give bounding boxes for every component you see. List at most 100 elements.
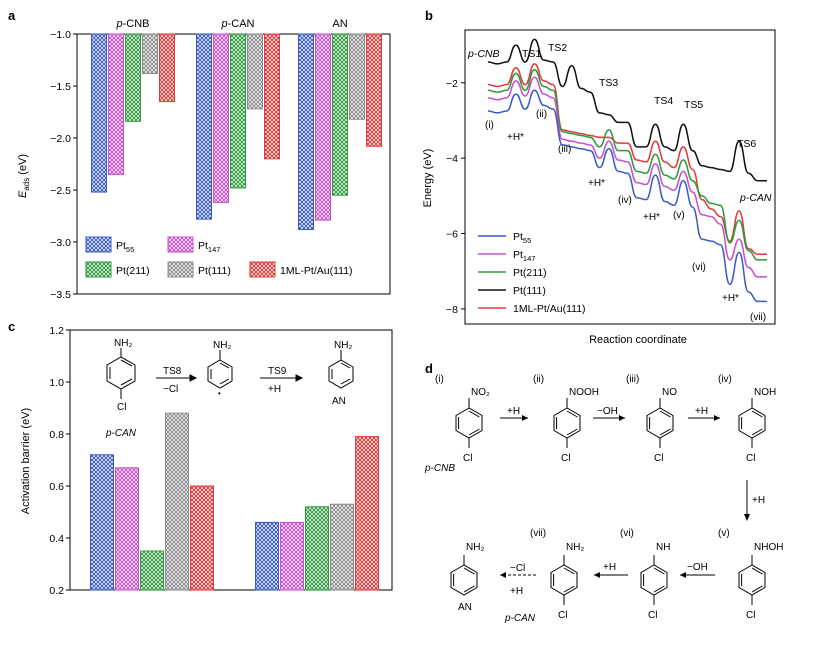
label-ts1: TS1	[522, 48, 541, 60]
functional-group-label: NH₂	[466, 542, 484, 553]
molecule-4	[738, 398, 766, 439]
legend-label: Pt147	[198, 240, 220, 254]
functional-group-label: NH	[656, 542, 670, 553]
y-tick-label: −2	[446, 78, 458, 90]
molecule-2	[553, 398, 581, 439]
arrow-label: +H	[752, 495, 765, 506]
label-h3: +H*	[643, 212, 660, 223]
y-tick-label: 0.8	[49, 429, 64, 441]
label-ts3: TS3	[599, 77, 618, 89]
bar-a-Pt211-0	[125, 33, 141, 122]
bar-c-Pt147-0	[115, 467, 139, 591]
c-p-can: p-CAN	[105, 428, 137, 439]
panel-b-xlabel: Reaction coordinate	[589, 334, 687, 346]
y-tick-label: −2.5	[50, 185, 71, 197]
category-label: AN	[332, 18, 347, 30]
molecule-6	[640, 555, 668, 596]
functional-group-label: NO	[662, 387, 677, 398]
panel-b-annotations: p-CNB TS1 TS2 TS3 TS4 TS5 TS6 p-CAN (i) …	[467, 42, 772, 323]
c-nh2-2: NH₂	[213, 340, 231, 351]
molecule-7	[550, 555, 578, 596]
y-tick-label: −3.0	[50, 237, 71, 249]
functional-group-label: NH₂	[566, 542, 584, 553]
label-ts4: TS4	[654, 95, 673, 107]
c-radical-dot: •	[218, 389, 221, 398]
c-minus-cl: −Cl	[163, 384, 178, 395]
panel-c-scheme-text: NH₂ Cl p-CAN TS8 −Cl NH₂ TS9 +H NH₂ AN •	[105, 338, 352, 439]
functional-group-label: NOH	[754, 387, 776, 398]
panel-c-scheme	[106, 348, 354, 399]
an-molecule	[328, 350, 354, 389]
c-plus-h: +H	[268, 384, 281, 395]
bar-a-Pt55-1	[196, 33, 212, 220]
phenyl-radical-molecule	[207, 350, 233, 389]
chloro-label: Cl	[746, 610, 755, 621]
bar-c-Pt111-0	[165, 412, 189, 591]
y-tick-label: 1.0	[49, 377, 64, 389]
bar-a-Pt147-2	[315, 33, 331, 221]
y-tick-label: 1.2	[49, 325, 64, 337]
c-an: AN	[332, 396, 346, 407]
plot-frame	[464, 29, 776, 325]
bar-c-Pt111-1	[330, 503, 354, 591]
arrow-1	[500, 415, 528, 421]
bar-a-PtAu-1	[264, 33, 280, 160]
label-p-cnb: p-CNB	[467, 48, 500, 60]
label-ts5: TS5	[684, 99, 703, 111]
panel-c-ylabel: Activation barrier (eV)	[20, 408, 32, 514]
energy-line-pt211	[487, 68, 767, 261]
legend-swatch	[85, 261, 112, 278]
y-tick-label: −3.5	[50, 289, 71, 301]
label-h2: +H*	[588, 178, 605, 189]
panel-a-letter: a	[8, 8, 16, 23]
c-ts8: TS8	[163, 366, 182, 377]
c-nh2-1: NH₂	[114, 338, 132, 349]
bar-a-Pt111-1	[247, 33, 263, 110]
bar-a-Pt211-2	[332, 33, 348, 196]
label-vi: (vi)	[692, 262, 706, 273]
molecule-5	[738, 555, 766, 596]
legend-label: 1ML-Pt/Au(111)	[280, 265, 353, 277]
y-tick-label: 0.2	[49, 585, 64, 597]
intermediate-label: (vi)	[620, 528, 634, 539]
arrow-label: −OH	[687, 562, 708, 573]
bar-c-Pt147-1	[280, 521, 304, 591]
panel-a: a −1.0 −1.5 −2.0 −2.5 −3.0 −3.5 p-CNB p-CAN AN E…	[8, 8, 391, 301]
bar-a-Pt211-1	[230, 33, 246, 189]
legend-label: Pt55	[116, 240, 134, 254]
bar-a-Pt55-2	[298, 33, 314, 231]
functional-group-label: NO₂	[471, 387, 490, 398]
chloro-label: Cl	[463, 453, 472, 464]
y-tick-label: −6	[446, 229, 458, 241]
ts8-arrow-head	[189, 374, 198, 382]
bar-c-Pt55-1	[255, 521, 279, 591]
bar-c-Pt55-0	[90, 454, 114, 591]
legend-swatch	[249, 261, 276, 278]
label-h4: +H*	[722, 293, 739, 304]
bar-a-Pt111-2	[349, 33, 365, 120]
intermediate-label: (vii)	[530, 528, 546, 539]
legend-label: Pt(111)	[198, 265, 231, 277]
label-ii: (ii)	[536, 109, 547, 120]
legend-swatch	[85, 236, 112, 253]
label-h1: +H*	[507, 132, 524, 143]
arrow-2	[593, 415, 625, 421]
arrow-4	[744, 480, 750, 521]
legend-label: 1ML-Pt/Au(111)	[513, 303, 586, 315]
intermediate-label: (iii)	[626, 374, 639, 385]
y-tick-label: −8	[446, 304, 458, 316]
panel-a-plot: −1.0 −1.5 −2.0 −2.5 −3.0 −3.5 p-CNB p-CAN AN	[50, 18, 391, 301]
functional-group-label: NHOH	[754, 542, 783, 553]
arrow-5	[680, 572, 715, 578]
panel-a-legend: Pt55 Pt147 Pt(211) Pt(111) 1ML-Pt/Au(111)	[85, 236, 353, 278]
chloro-label: Cl	[648, 610, 657, 621]
legend-label: Pt(211)	[513, 267, 547, 279]
y-tick-label: 0.6	[49, 481, 64, 493]
legend-label: Pt(111)	[513, 285, 546, 297]
label-p-can: p-CAN	[739, 192, 772, 204]
legend-label: Pt(211)	[116, 265, 150, 277]
panel-a-ylabel: Eads (eV)	[17, 154, 31, 198]
bar-a-Pt55-0	[91, 33, 107, 193]
bar-a-Pt147-0	[108, 33, 124, 175]
arrow-6	[594, 572, 628, 578]
